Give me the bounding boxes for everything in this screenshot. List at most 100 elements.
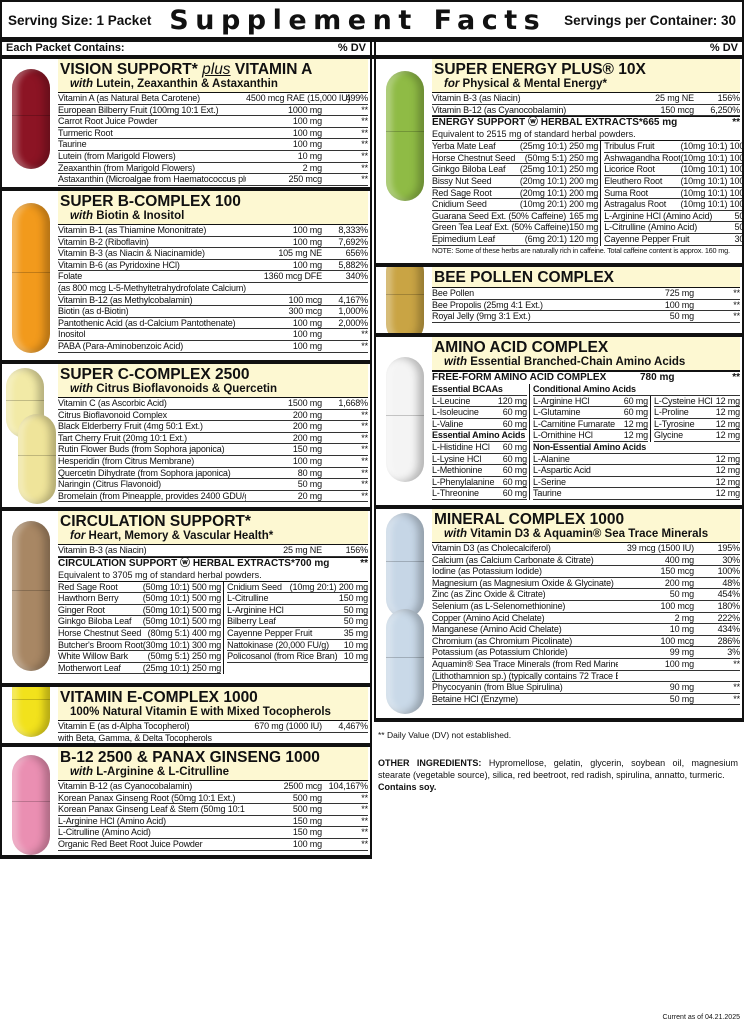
ingredient-amount: 1360 mcg DFE <box>263 271 322 282</box>
ingredient-dv: 30% <box>722 554 740 565</box>
ingredient-name: L-Glutamine <box>533 407 581 418</box>
ingredient-amount: 100 mg <box>664 299 694 310</box>
section-subtitle: with Biotin & Inositol <box>60 210 366 223</box>
servings-per-container: Servings per Container: 30 <box>564 12 736 28</box>
ingredient-dv: 656% <box>345 248 369 259</box>
title-part: SUPER C-COMPLEX 2500 <box>60 366 250 383</box>
section-b12-ginseng: B-12 2500 & PANAX GINSENG 1000 with L-Arg… <box>2 747 370 859</box>
ingredient-amount: 12 mg <box>715 395 740 406</box>
section-circulation: CIRCULATION SUPPORT* for Heart, Memory & … <box>2 511 370 687</box>
ingredient-name: L-Methionine <box>432 465 483 476</box>
ingredient-name: Korean Panax Ginseng Root (50mg 10:1 Ext… <box>58 792 236 803</box>
section-header: AMINO ACID COMPLEX with Essential Branche… <box>432 337 740 371</box>
capsule-icon <box>12 203 50 353</box>
ingredient-amount: 100 mg <box>292 236 322 247</box>
ingredient-name: L-Arginine HCl <box>533 395 590 406</box>
ingredient-name: Motherwort Leaf <box>58 662 121 673</box>
ingredient-name: Citrus Bioflavonoid Complex <box>58 409 167 420</box>
ingredient-amount: 50 mg <box>669 311 694 322</box>
herb-row: Horse Chestnut Seed (80mg 5:1) 400 mg <box>58 628 221 640</box>
ingredient-amount: (10mg 20:1) 200 mg <box>289 581 369 592</box>
ingredient-amount: 80 mg <box>297 467 322 478</box>
subtitle-part: for <box>70 530 86 542</box>
title-part: VITAMIN A <box>230 61 313 78</box>
section-header: SUPER B-COMPLEX 100 with Biotin & Inosito… <box>58 191 368 225</box>
ingredient-name: Bromelain (from Pineapple, provides 2400… <box>58 490 246 501</box>
ingredient-dv: ** <box>733 299 740 310</box>
ingredient-amount: 165 mg <box>569 210 599 221</box>
ingredient-dv: ** <box>733 288 740 298</box>
subtitle-part: L-Arginine & L-Citrulline <box>93 766 230 778</box>
ingredient-amount: 120 mg <box>497 395 527 406</box>
ingredient-row: L-Citrulline (Amino Acid) 150 mg ** <box>58 827 368 839</box>
ingredient-name: L-Alanine <box>533 453 570 464</box>
other-ingredients-text: Hypromellose, gelatin, glycerin, soybean… <box>378 758 738 780</box>
ingredient-amount: 50 mg <box>669 693 694 704</box>
ingredient-name: L-Serine <box>533 476 566 487</box>
ingredient-row: Vitamin B-2 (Riboflavin) 100 mg 7,692% <box>58 237 368 249</box>
ingredient-row: Zinc (as Zinc Oxide & Citrate) 50 mg 454% <box>432 589 740 601</box>
capsule-icon <box>386 267 424 333</box>
ingredient-amount: 60 mg <box>623 407 648 418</box>
ingredient-amount: 39 mcg (1500 IU) <box>626 543 694 553</box>
dv-label: % DV <box>709 42 738 54</box>
ingredient-row: (Lithothamnion sp.) (typically contains … <box>432 671 740 683</box>
ingredient-amount: (30mg 10:1) 300 mg <box>142 639 222 650</box>
ingredient-name: Biotin (as d-Biotin) <box>58 306 129 317</box>
section-header: MINERAL COMPLEX 1000 with Vitamin D3 & Aq… <box>432 509 740 543</box>
ingredient-amount: 60 mg <box>502 418 527 429</box>
ingredient-amount: 10 mg <box>343 639 368 650</box>
ingredient-amount: 150 mg <box>292 827 322 838</box>
ingredient-name: Astaxanthin (Microalgae from Haematococc… <box>58 174 246 185</box>
ingredient-amount: (20mg 10:1) 200 mg <box>519 175 599 186</box>
section-b-complex: SUPER B-COMPLEX 100 with Biotin & Inosito… <box>2 191 370 364</box>
ingredient-dv: ** <box>733 682 740 693</box>
ingredient-row: Quercetin Dihydrate (from Sophora japoni… <box>58 468 368 480</box>
ingredient-amount: 100 mcg <box>660 600 695 611</box>
amino-row: Glycine 12 mg <box>654 430 740 442</box>
ingredient-amount: 200 mg <box>292 409 322 420</box>
ingredient-row: Vitamin B-6 (as Pyridoxine HCl) 100 mg 5,8… <box>58 260 368 272</box>
ingredient-name: Bissy Nut Seed <box>432 175 492 186</box>
ingredient-row: Vitamin C (as Ascorbic Acid) 1500 mg 1,668… <box>58 398 368 410</box>
ingredient-dv: ** <box>361 444 368 455</box>
ingredient-amount: 10 mg <box>669 624 694 635</box>
ingredient-amount: 250 mcg <box>288 174 323 185</box>
ingredient-amount: 100 mcg <box>660 635 695 646</box>
section-body: SUPER B-COMPLEX 100 with Biotin & Inosito… <box>58 191 368 353</box>
ingredient-row: L-Arginine HCl (Amino Acid) 150 mg ** <box>58 816 368 828</box>
ingredient-name: Phycocyanin (from Blue Spirulina) <box>432 682 563 693</box>
ingredient-row: Bee Propolis (25mg 4:1 Ext.) 100 mg ** <box>432 300 740 312</box>
ingredient-name: with Beta, Gamma, & Delta Tocopherols <box>58 732 212 743</box>
herb-row: Green Tea Leaf Ext. (50% Caffeine) 150 mg <box>432 222 598 234</box>
section-title: VISION SUPPORT* plus VITAMIN A <box>60 61 366 78</box>
herb-row: Ginkgo Biloba Leaf (50mg 10:1) 500 mg <box>58 616 221 628</box>
ingredient-amount: 12 mg <box>715 418 740 429</box>
ingredient-name: Horse Chestnut Seed <box>432 152 516 163</box>
title-part: SUPER ENERGY PLUS® 10X <box>434 61 646 78</box>
current-as-of: Current as of 04.21.2025 <box>662 1014 740 1021</box>
ingredient-dv: ** <box>361 421 368 432</box>
ingredient-amount: 60 mg <box>502 407 527 418</box>
section-title: SUPER ENERGY PLUS® 10X <box>434 61 738 78</box>
ingredient-name: Bilberry Leaf <box>227 616 276 627</box>
subtitle-part: Biotin & Inositol <box>93 210 185 222</box>
ingredient-name: Chromium (as Chromium Picolinate) <box>432 635 573 646</box>
blend-amount: 780 mg <box>640 372 675 383</box>
herb-row: Butcher's Broom Root (30mg 10:1) 300 mg <box>58 640 221 652</box>
herb-row: L-Citrulline (Amino Acid) 50 mg <box>604 222 742 234</box>
conditional-col-a: L-Arginine HCl 60 mg L-Glutamine 60 mg L-Car… <box>533 395 651 442</box>
amino-row: L-Arginine HCl 60 mg <box>533 396 648 408</box>
other-ingredients-label: OTHER INGREDIENTS: <box>378 758 482 768</box>
ingredient-name: Quercetin Dihydrate (from Sophora japoni… <box>58 467 231 478</box>
ingredient-amount: 25 mg NE <box>655 93 694 103</box>
ingredient-name: Vitamin B-3 (as Niacin) <box>432 93 521 103</box>
ingredient-name: Cnidium Seed <box>432 199 487 210</box>
ingredient-name: Astragalus Root <box>604 199 667 210</box>
section-body: MINERAL COMPLEX 1000 with Vitamin D3 & Aq… <box>432 509 740 706</box>
herb-row: Red Sage Root (50mg 10:1) 500 mg <box>58 582 221 594</box>
ingredient-amount: 90 mg <box>669 682 694 693</box>
ingredient-row: Vitamin B-12 (as Methylcobalamin) 100 mcg… <box>58 295 368 307</box>
